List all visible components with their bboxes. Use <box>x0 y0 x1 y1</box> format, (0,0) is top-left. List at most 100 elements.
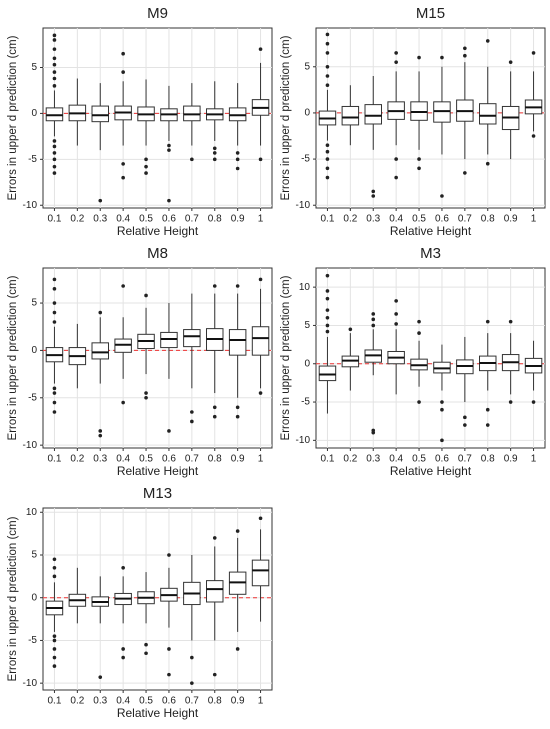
outlier <box>371 323 376 328</box>
outlier <box>52 320 57 324</box>
box <box>206 580 224 603</box>
x-tick-label: 0.7 <box>185 454 199 465</box>
outlier <box>417 319 421 324</box>
outlier <box>394 60 398 64</box>
box <box>341 105 360 126</box>
y-tick-label: -10 <box>23 440 38 451</box>
outlier <box>167 198 171 203</box>
outlier <box>190 655 194 660</box>
x-tick-label: 0.7 <box>185 696 199 707</box>
outlier <box>325 289 330 293</box>
x-tick-label: 0.6 <box>162 214 176 225</box>
outlier <box>121 175 125 180</box>
outlier <box>485 423 490 427</box>
y-tick-label: -10 <box>296 435 311 446</box>
x-tick-label: 1 <box>531 214 537 225</box>
box <box>183 329 201 348</box>
x-tick-label: 0.9 <box>504 214 518 225</box>
outlier <box>144 395 148 400</box>
outlier <box>52 566 57 570</box>
x-tick-label: 0.4 <box>389 214 403 225</box>
outlier <box>235 529 240 533</box>
outlier <box>121 655 125 660</box>
outlier <box>371 189 376 194</box>
x-tick-label: 0.9 <box>231 214 245 225</box>
outlier <box>52 664 57 668</box>
outlier <box>167 429 171 433</box>
outlier <box>98 198 103 203</box>
outlier <box>440 407 444 412</box>
y-tick-label: 5 <box>31 298 37 309</box>
outlier <box>371 312 376 316</box>
y-tick-label: 0 <box>304 108 310 119</box>
x-tick-label: 0.4 <box>389 454 403 465</box>
x-tick-label: 0.8 <box>208 696 222 707</box>
outlier <box>417 331 421 335</box>
x-tick-label: 0.8 <box>208 454 222 465</box>
outlier <box>258 516 263 521</box>
y-axis-title: Errors in upper d prediction (cm) <box>7 275 19 440</box>
y-tick-label: 0 <box>31 592 37 603</box>
box <box>251 326 270 356</box>
outlier <box>463 53 467 58</box>
outlier <box>52 287 57 291</box>
x-axis-title: Relative Height <box>390 224 472 238</box>
outlier <box>52 151 57 155</box>
x-tick-label: 0.8 <box>481 454 495 465</box>
x-tick-label: 0.9 <box>504 454 518 465</box>
box <box>364 104 382 125</box>
outlier <box>440 438 444 443</box>
x-tick-label: 0.5 <box>139 454 153 465</box>
outlier <box>121 51 125 56</box>
x-tick-label: 0.5 <box>412 454 426 465</box>
outlier <box>325 74 330 78</box>
outlier <box>235 151 240 155</box>
x-tick-label: 0.3 <box>93 214 107 225</box>
outlier <box>258 157 263 162</box>
outlier <box>144 171 148 175</box>
y-axis-title: Errors in upper d prediction (cm) <box>280 275 292 440</box>
outlier <box>258 277 263 282</box>
outlier <box>485 319 490 324</box>
x-tick-label: 0.2 <box>343 214 357 225</box>
outlier <box>235 405 240 410</box>
outlier <box>531 400 536 404</box>
box <box>251 559 270 587</box>
outlier <box>394 157 398 161</box>
y-tick-label: 5 <box>31 550 37 561</box>
outlier <box>463 171 467 175</box>
outlier <box>235 284 240 288</box>
x-tick-label: 0.6 <box>162 454 176 465</box>
outlier <box>235 414 240 419</box>
outlier <box>52 84 57 88</box>
outlier <box>52 62 57 67</box>
x-tick-label: 0.4 <box>116 214 130 225</box>
x-tick-label: 1 <box>258 696 264 707</box>
outlier <box>417 55 421 60</box>
outlier <box>121 284 125 288</box>
panel-title: M9 <box>147 5 168 22</box>
y-tick-label: 0 <box>31 108 37 119</box>
x-tick-label: 1 <box>258 454 264 465</box>
y-axis-title: Errors in upper d prediction (cm) <box>280 35 292 200</box>
x-tick-label: 0.7 <box>185 214 199 225</box>
outlier <box>52 647 57 651</box>
y-tick-label: -5 <box>28 392 37 403</box>
outlier <box>212 414 217 419</box>
outlier <box>52 655 57 660</box>
y-tick-label: 0 <box>31 345 37 356</box>
outlier <box>167 143 171 148</box>
outlier <box>463 46 467 51</box>
x-tick-label: 0.4 <box>116 454 130 465</box>
outlier <box>52 33 57 38</box>
outlier <box>144 157 148 162</box>
y-tick-label: -10 <box>23 200 38 211</box>
x-tick-label: 0.1 <box>47 214 61 225</box>
x-tick-label: 0.1 <box>47 696 61 707</box>
outlier <box>325 41 330 46</box>
outlier <box>325 323 330 328</box>
x-axis-title: Relative Height <box>117 464 199 478</box>
outlier <box>212 536 217 540</box>
y-tick-label: 10 <box>26 507 38 518</box>
outlier <box>121 70 125 74</box>
